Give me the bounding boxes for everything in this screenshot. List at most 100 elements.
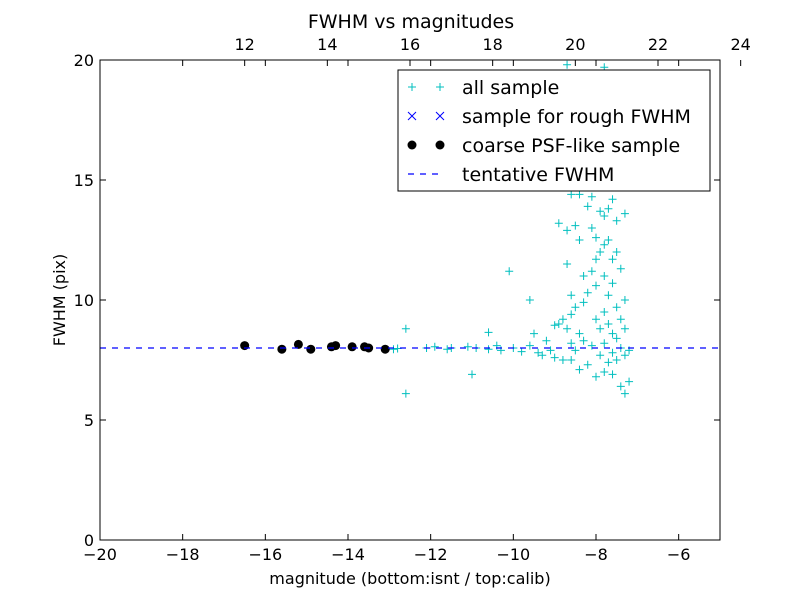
all-sample-point [571,221,580,230]
all-sample-point [567,190,576,199]
legend-label: sample for rough FWHM [462,106,691,128]
all-sample-point [554,320,563,328]
all-sample-point [616,382,625,391]
all-sample-point [604,204,613,213]
all-sample-point [567,291,576,300]
psf-like-sample-point [380,344,390,354]
all-sample-point [620,324,629,333]
all-sample-point [592,233,600,242]
psf-like-sample-point [293,339,303,349]
all-sample-point [575,365,584,374]
all-sample-point [468,370,476,379]
all-sample-point [505,267,514,276]
all-sample-point [525,296,534,304]
legend-marker-x [435,111,445,121]
all-sample-point [558,356,567,364]
all-sample-point [612,356,621,364]
all-sample-point [608,348,617,357]
all-sample-point [596,351,605,360]
all-sample-point [542,336,551,345]
x-axis-title: magnitude (bottom:isnt / top:calib) [269,569,550,588]
all-sample-point [530,329,538,338]
all-sample-point [612,303,621,312]
legend-label: coarse PSF-like sample [462,135,680,157]
top-x-tick-label: 14 [317,35,337,54]
all-sample-point [563,324,572,333]
all-sample-point [579,336,588,345]
legend-marker-circle [435,140,445,150]
x-tick-label: −18 [166,545,200,564]
all-sample-point [525,341,534,350]
y-tick-label: 5 [84,411,94,430]
psf-like-sample-point [306,344,316,354]
all-sample-point [600,308,609,316]
all-sample-point [583,288,592,297]
legend-frame [397,69,711,192]
top-x-tick-label: 18 [482,35,502,54]
x-tick-label: −8 [584,545,608,564]
psf-like-sample-point [277,344,287,354]
all-sample-point [550,321,559,330]
top-x-tick-label: 16 [400,35,420,54]
all-sample-point [583,360,592,369]
top-x-tick-label: 22 [648,35,668,54]
y-tick-label: 20 [74,51,94,70]
all-sample-point [600,212,609,220]
all-sample-point [596,207,605,216]
legend-label: tentative FWHM [462,164,614,186]
all-sample-point [401,324,410,333]
x-tick-label: −6 [667,545,691,564]
data-marks [100,60,720,398]
all-sample-point [608,195,617,204]
plot-frame [99,59,721,541]
y-tick-label: 15 [74,171,94,190]
top-x-tick-label: 24 [730,35,750,54]
all-sample-point [575,236,584,244]
all-sample-point [587,341,596,350]
all-sample-point [620,296,629,304]
all-sample-point [620,389,629,398]
all-sample-point [579,272,588,280]
legend-marker-plus [436,83,444,91]
legend-marker-plus [408,83,416,91]
all-sample-point [604,320,613,328]
y-tick-label: 0 [84,531,94,550]
all-sample-point [596,324,605,333]
all-sample-point [517,347,526,356]
all-sample-point [567,339,576,348]
all-sample-point [401,389,410,398]
all-sample-point [463,342,472,351]
all-sample-point [604,358,613,367]
all-sample-point [567,310,576,319]
all-sample-point [443,345,452,354]
chart-title: FWHM vs magnitudes [308,11,514,33]
all-sample-point [550,353,559,362]
axes: −20 −18 −16 −14 −12 −10 −8 −6 0 5 10 15 20 12 14 16 18 20… [74,35,751,564]
all-sample-point [389,345,398,354]
x-tick-label: −12 [414,545,448,564]
psf-like-sample-point [347,342,357,352]
legend: all sample sample for rough FWHM coarse PS… [397,69,711,192]
all-sample-point [592,315,600,324]
all-sample-point [600,240,609,249]
all-sample-point [567,356,576,364]
all-sample-point [430,342,439,351]
all-sample-point [563,260,572,268]
all-sample-point [596,248,605,256]
all-sample-point [587,267,596,276]
all-sample-point [546,346,555,355]
all-sample-point [579,298,588,307]
all-sample-point [600,368,609,376]
all-sample-point [571,346,580,355]
all-sample-point [620,209,629,218]
all-sample-point [620,351,629,360]
all-sample-point [558,315,567,324]
all-sample-point [563,60,572,69]
top-x-tick-label: 12 [234,35,254,54]
x-tick-label: −20 [83,545,117,564]
all-sample-point [484,345,493,354]
all-sample-point [608,370,617,379]
all-sample-point [608,255,617,264]
all-sample-point [592,372,600,381]
